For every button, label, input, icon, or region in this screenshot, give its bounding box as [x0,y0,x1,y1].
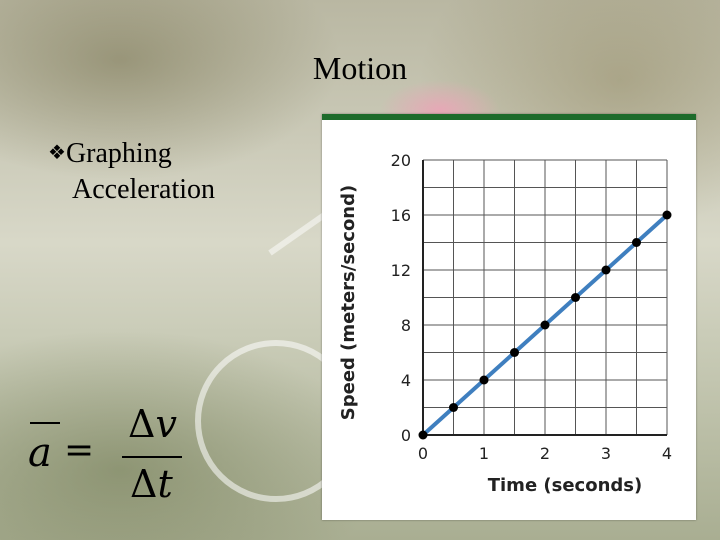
y-tick-label: 12 [391,261,411,280]
data-point [449,403,458,412]
formula-denominator: Δt [130,462,173,506]
x-tick-label: 2 [540,444,550,463]
y-axis-label: Speed (meters/second) [338,185,359,420]
bullet-text-line1: Graphing [65,138,172,169]
data-point [632,238,641,247]
bullet-text-line2: Acceleration [72,174,216,205]
y-tick-label: 16 [391,206,411,225]
formula-numerator: Δv [128,402,177,446]
y-tick-label: 0 [401,426,411,445]
numerator-var: v [155,402,177,446]
bicycle-frame-decoration [268,210,330,256]
acceleration-formula: a = Δv Δt [22,400,182,520]
slide-title: Motion [312,50,408,86]
data-point [662,210,672,220]
formula-lhs: a [28,430,52,476]
data-point [418,430,428,440]
y-tick-label: 4 [401,371,411,390]
formula-equals: = [64,430,95,471]
y-tick-label: 8 [401,316,411,335]
data-point [540,320,550,330]
speed-time-chart-panel: 0 1 2 3 4 0 4 8 12 16 20 Time (seconds) Speed (meter… [322,114,696,520]
numerator-delta: Δ [128,402,156,446]
average-bar [30,422,60,424]
denominator-delta: Δ [130,462,158,506]
x-tick-label: 4 [662,444,672,463]
data-point [571,293,580,302]
data-point [479,375,489,385]
data-point [510,348,519,357]
data-point [601,265,611,275]
y-tick-label: 20 [391,151,411,170]
denominator-var: t [157,462,173,506]
x-axis-label: Time (seconds) [488,475,643,496]
x-tick-label: 0 [418,444,428,463]
fraction-bar [122,456,182,458]
x-tick-label: 3 [601,444,611,463]
diamond-bullet-icon: ❖ [48,140,66,164]
x-tick-label: 1 [479,444,489,463]
bullet-point: ❖Graphing Acceleration [48,134,215,208]
